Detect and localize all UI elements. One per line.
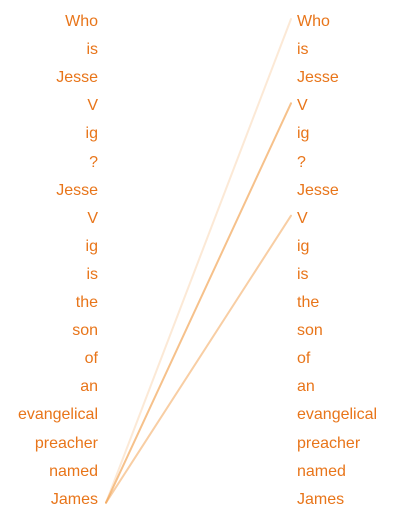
source-token-5[interactable]: ? <box>89 153 98 171</box>
source-token-8[interactable]: ig <box>85 237 98 255</box>
source-token-13[interactable]: an <box>80 378 98 396</box>
target-token-8[interactable]: ig <box>297 237 310 255</box>
source-token-7[interactable]: V <box>87 209 98 227</box>
target-token-12[interactable]: of <box>297 350 311 368</box>
target-token-14[interactable]: evangelical <box>297 406 378 424</box>
attention-line-1 <box>105 102 292 504</box>
target-token-5[interactable]: ? <box>297 153 306 171</box>
source-token-1[interactable]: is <box>86 41 98 59</box>
target-token-13[interactable]: an <box>297 378 315 396</box>
source-token-10[interactable]: the <box>75 294 98 311</box>
source-token-0[interactable]: Who <box>65 13 98 30</box>
target-token-3[interactable]: V <box>297 97 308 115</box>
target-token-17[interactable]: James <box>297 490 345 508</box>
target-token-9[interactable]: is <box>297 265 309 283</box>
source-token-4[interactable]: ig <box>85 125 98 143</box>
target-token-10[interactable]: the <box>297 294 320 311</box>
source-token-3[interactable]: V <box>87 97 98 115</box>
target-token-7[interactable]: V <box>297 209 308 227</box>
source-token-11[interactable]: son <box>72 322 98 340</box>
source-token-6[interactable]: Jesse <box>56 181 98 199</box>
target-token-6[interactable]: Jesse <box>297 181 339 199</box>
target-token-2[interactable]: Jesse <box>297 69 339 87</box>
source-token-9[interactable]: is <box>86 265 98 283</box>
target-token-1[interactable]: is <box>297 41 309 59</box>
source-token-12[interactable]: of <box>84 350 98 368</box>
attention-line-0 <box>105 18 292 504</box>
target-token-15[interactable]: preacher <box>297 434 361 452</box>
target-token-11[interactable]: son <box>297 322 323 340</box>
source-token-17[interactable]: James <box>50 490 98 508</box>
source-token-16[interactable]: named <box>49 462 98 480</box>
target-token-4[interactable]: ig <box>297 125 310 143</box>
target-token-0[interactable]: Who <box>297 13 330 30</box>
target-token-16[interactable]: named <box>297 462 346 480</box>
source-token-2[interactable]: Jesse <box>56 69 98 87</box>
attention-line-2 <box>105 214 292 504</box>
source-token-15[interactable]: preacher <box>34 434 98 452</box>
source-token-14[interactable]: evangelical <box>17 406 98 424</box>
